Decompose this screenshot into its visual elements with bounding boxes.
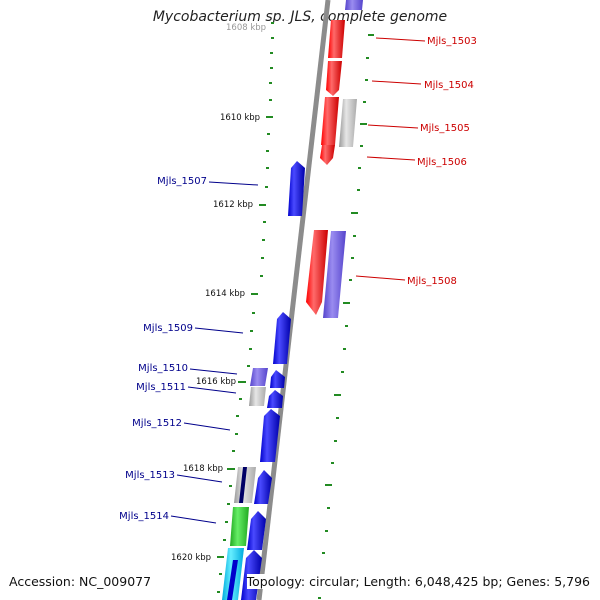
gene-label[interactable]: Mjls_1506 bbox=[417, 157, 467, 168]
gene-label[interactable]: Mjls_1504 bbox=[424, 80, 474, 91]
gene-label[interactable]: Mjls_1512 bbox=[132, 418, 182, 429]
reverse-genes bbox=[222, 161, 305, 600]
reverse-gene-labels: Mjls_1507 Mjls_1509 Mjls_1510 Mjls_1511 … bbox=[119, 176, 259, 524]
gene-arrow[interactable] bbox=[326, 61, 342, 96]
scale-label: 1612 kbp bbox=[213, 200, 253, 210]
gene-arrow[interactable] bbox=[249, 387, 266, 406]
gene-arrow[interactable] bbox=[321, 97, 339, 145]
gene-arrow[interactable] bbox=[254, 470, 272, 504]
gene-arrow[interactable] bbox=[247, 511, 266, 550]
gene-arrow[interactable] bbox=[273, 312, 291, 364]
gene-arrow[interactable] bbox=[320, 145, 335, 165]
genome-backbone bbox=[256, 0, 331, 600]
map-title: Mycobacterium sp. JLS, complete genome bbox=[152, 9, 448, 25]
gene-label[interactable]: Mjls_1503 bbox=[427, 36, 477, 47]
gene-arrow[interactable] bbox=[239, 467, 247, 503]
gene-arrow[interactable] bbox=[345, 0, 363, 10]
gene-arrow[interactable] bbox=[306, 230, 328, 315]
gene-arrow[interactable] bbox=[250, 368, 268, 386]
gene-label[interactable]: Mjls_1505 bbox=[420, 123, 470, 134]
gene-arrow[interactable] bbox=[339, 99, 357, 147]
scale-label: 1614 kbp bbox=[205, 289, 245, 299]
gene-label[interactable]: Mjls_1509 bbox=[143, 323, 193, 334]
accession-info: Accession: NC_009077 bbox=[9, 574, 152, 589]
scale-label: 1620 kbp bbox=[171, 553, 211, 563]
scale-label: 1616 kbp bbox=[196, 377, 236, 387]
gene-arrow[interactable] bbox=[328, 20, 345, 58]
gene-label[interactable]: Mjls_1510 bbox=[138, 363, 188, 374]
gene-arrow[interactable] bbox=[260, 409, 280, 462]
topology-info: Topology: circular; Length: 6,048,425 bp… bbox=[246, 574, 590, 589]
gene-label[interactable]: Mjls_1507 bbox=[157, 176, 207, 187]
gene-arrow[interactable] bbox=[270, 370, 285, 388]
gene-label[interactable]: Mjls_1511 bbox=[136, 382, 186, 393]
gene-label[interactable]: Mjls_1508 bbox=[407, 276, 457, 287]
gene-arrow[interactable] bbox=[230, 507, 249, 546]
scale-label: 1608 kbp bbox=[226, 23, 266, 33]
gene-arrow[interactable] bbox=[288, 161, 305, 216]
inner-tick-track bbox=[217, 22, 274, 593]
gene-arrow[interactable] bbox=[323, 231, 346, 318]
forward-gene-labels: Mjls_1503 Mjls_1504 Mjls_1505 Mjls_1506 … bbox=[355, 36, 477, 287]
gene-arrow[interactable] bbox=[227, 560, 238, 600]
gene-label[interactable]: Mjls_1514 bbox=[119, 511, 169, 522]
gene-label[interactable]: Mjls_1513 bbox=[125, 470, 175, 481]
gene-arrow[interactable] bbox=[267, 390, 283, 408]
scale-label: 1618 kbp bbox=[183, 464, 223, 474]
forward-genes bbox=[306, 0, 363, 318]
scale-label: 1610 kbp bbox=[220, 113, 260, 123]
scale-labels: 1608 kbp 1610 kbp 1612 kbp 1614 kbp 1616… bbox=[171, 23, 266, 563]
